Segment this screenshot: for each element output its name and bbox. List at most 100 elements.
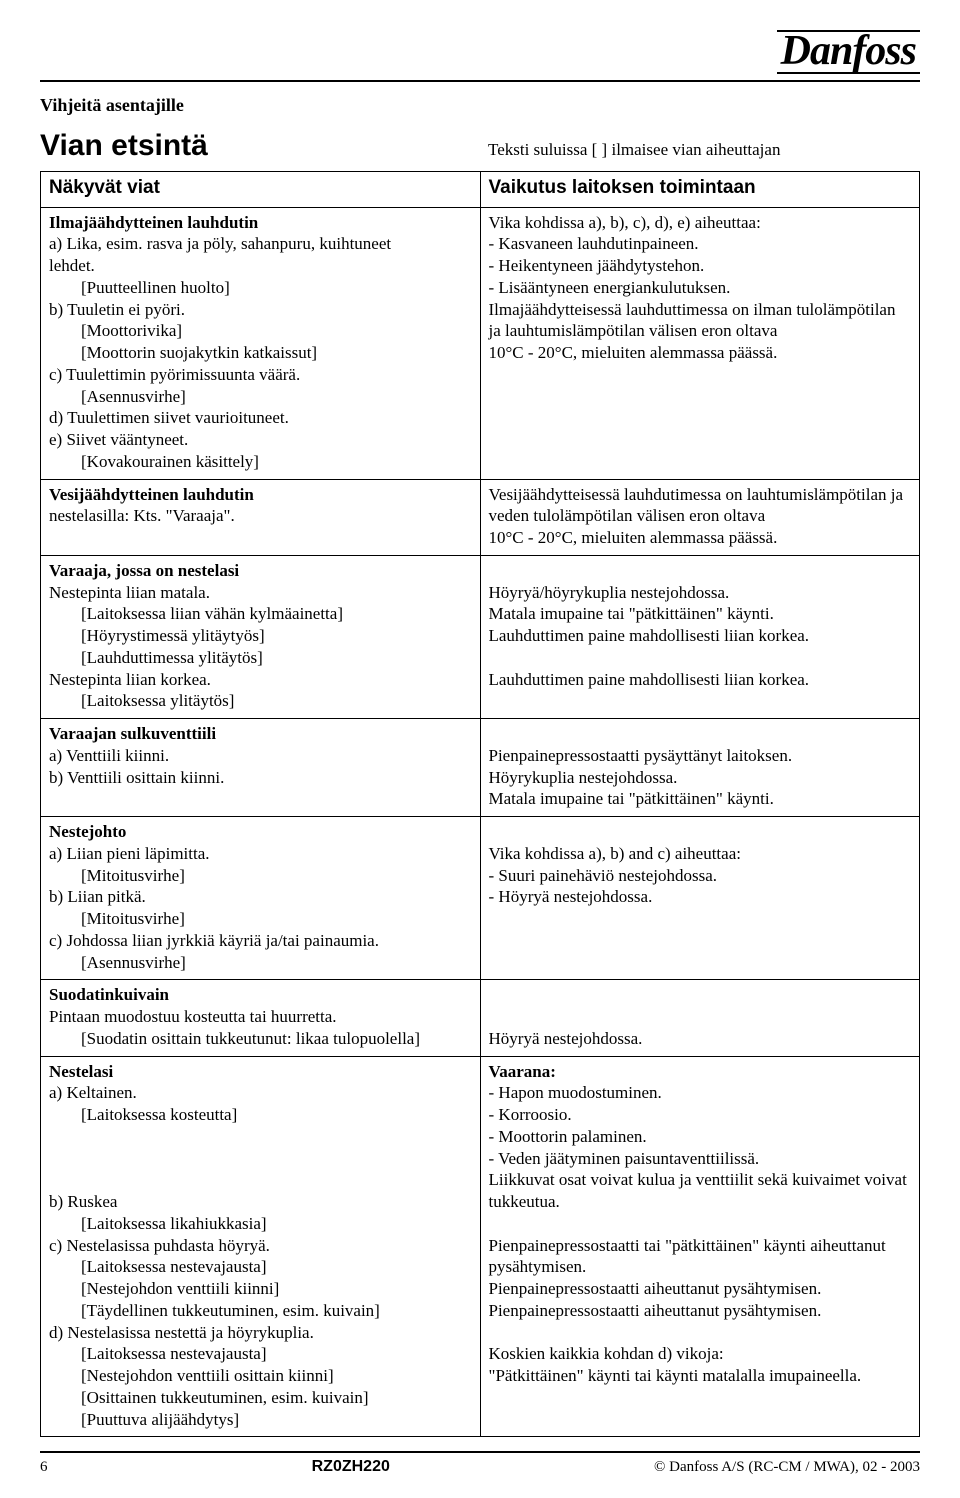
- text-line: [Laitoksessa kosteutta]: [49, 1104, 472, 1126]
- cell-left: Nestejohtoa) Liian pieni läpimitta.[Mito…: [41, 817, 481, 980]
- text-line: [Mitoitusvirhe]: [49, 908, 472, 930]
- text-line: Höyrykuplia nestejohdossa.: [489, 767, 912, 789]
- table-row: Nestejohtoa) Liian pieni läpimitta.[Mito…: [41, 817, 920, 980]
- text-line: Matala imupaine tai "pätkittäinen" käynt…: [489, 603, 912, 625]
- cell-left: Nestelasia) Keltainen.[Laitoksessa koste…: [41, 1056, 481, 1437]
- text-line: [489, 821, 912, 843]
- table-row: Nestelasia) Keltainen.[Laitoksessa koste…: [41, 1056, 920, 1437]
- text-line: lehdet.: [49, 255, 472, 277]
- text-line: Pienpainepressostaatti aiheuttanut pysäh…: [489, 1278, 912, 1300]
- text-line: Nestepinta liian matala.: [49, 582, 472, 604]
- text-line: - Lisääntyneen energiankulutuksen.: [489, 277, 912, 299]
- column-header-right: Vaikutus laitoksen toimintaan: [480, 172, 920, 207]
- text-line: [Laitoksessa liian vähän kylmäainetta]: [49, 603, 472, 625]
- text-line: Pienpainepressostaatti pysäyttänyt laito…: [489, 745, 912, 767]
- table-row: SuodatinkuivainPintaan muodostuu kosteut…: [41, 980, 920, 1056]
- column-header-left: Näkyvät viat: [41, 172, 481, 207]
- text-line: b) Ruskea: [49, 1191, 472, 1213]
- text-line: "Pätkittäinen" käynti tai käynti matalal…: [489, 1365, 912, 1387]
- text-line: [Nestejohdon venttiili kiinni]: [49, 1278, 472, 1300]
- text-line: Liikkuvat osat voivat kulua ja venttiili…: [489, 1169, 912, 1213]
- brand-logo: Danfoss: [777, 30, 920, 74]
- text-line: [489, 1322, 912, 1344]
- text-line: [489, 723, 912, 745]
- text-line: [Laitoksessa nestevajausta]: [49, 1256, 472, 1278]
- text-line: [489, 984, 912, 1006]
- text-line: [Nestejohdon venttiili osittain kiinni]: [49, 1365, 472, 1387]
- text-line: b) Liian pitkä.: [49, 886, 472, 908]
- text-line: [Mitoitusvirhe]: [49, 865, 472, 887]
- text-line: Vika kohdissa a), b), c), d), e) aiheutt…: [489, 212, 912, 234]
- text-line: [Moottorin suojakytkin katkaissut]: [49, 342, 472, 364]
- text-line: d) Tuulettimen siivet vaurioituneet.: [49, 407, 472, 429]
- text-line: b) Venttiili osittain kiinni.: [49, 767, 472, 789]
- text-line: [49, 1148, 472, 1170]
- text-line: b) Tuuletin ei pyöri.: [49, 299, 472, 321]
- text-line: Höyryä nestejohdossa.: [489, 1028, 912, 1050]
- section-heading: Suodatinkuivain: [49, 984, 472, 1006]
- text-line: [Moottorivika]: [49, 320, 472, 342]
- text-line: - Hapon muodostuminen.: [489, 1082, 912, 1104]
- cell-right: Höyryä nestejohdossa.: [480, 980, 920, 1056]
- cell-right: Vika kohdissa a), b), c), d), e) aiheutt…: [480, 207, 920, 479]
- cell-right: Vika kohdissa a), b) and c) aiheuttaa:- …: [480, 817, 920, 980]
- cell-right: Vesijäähdytteisessä lauhdutimessa on lau…: [480, 479, 920, 555]
- text-line: d) Nestelasissa nestettä ja höyrykuplia.: [49, 1322, 472, 1344]
- text-line: Lauhduttimen paine mahdollisesti liian k…: [489, 625, 912, 647]
- text-line: [Laitoksessa ylitäytös]: [49, 690, 472, 712]
- text-line: - Moottorin palaminen.: [489, 1126, 912, 1148]
- text-line: - Korroosio.: [489, 1104, 912, 1126]
- text-line: [Suodatin osittain tukkeutunut: likaa tu…: [49, 1028, 472, 1050]
- copyright: © Danfoss A/S (RC-CM / MWA), 02 - 2003: [654, 1458, 920, 1477]
- text-line: Koskien kaikkia kohdan d) vikoja:: [489, 1343, 912, 1365]
- text-line: 10°C - 20°C, mieluiten alemmassa päässä.: [489, 527, 912, 549]
- text-line: Vika kohdissa a), b) and c) aiheuttaa:: [489, 843, 912, 865]
- text-line: nestelasilla: Kts. "Varaaja".: [49, 505, 472, 527]
- text-line: [Laitoksessa likahiukkasia]: [49, 1213, 472, 1235]
- text-line: [489, 1213, 912, 1235]
- text-line: [Puutteellinen huolto]: [49, 277, 472, 299]
- cell-left: Vesijäähdytteinen lauhdutinnestelasilla:…: [41, 479, 481, 555]
- table-row: Varaajan sulkuventtiilia) Venttiili kiin…: [41, 719, 920, 817]
- section-heading: Vesijäähdytteinen lauhdutin: [49, 484, 472, 506]
- pretitle: Vihjeitä asentajille: [40, 94, 920, 117]
- cell-right: Vaarana:- Hapon muodostuminen.- Korroosi…: [480, 1056, 920, 1437]
- text-line: [Osittainen tukkeutuminen, esim. kuivain…: [49, 1387, 472, 1409]
- text-line: Pienpainepressostaatti aiheuttanut pysäh…: [489, 1300, 912, 1322]
- cell-left: Ilmajäähdytteinen lauhdutina) Lika, esim…: [41, 207, 481, 479]
- text-line: [Höyrystimessä ylitäytyös]: [49, 625, 472, 647]
- text-line: - Heikentyneen jäähdytystehon.: [489, 255, 912, 277]
- text-line: [Puuttuva alijäähdytys]: [49, 1409, 472, 1431]
- section-heading: Ilmajäähdytteinen lauhdutin: [49, 212, 472, 234]
- faults-table: Näkyvät viatVaikutus laitoksen toimintaa…: [40, 171, 920, 1437]
- cell-left: Varaajan sulkuventtiilia) Venttiili kiin…: [41, 719, 481, 817]
- text-line: c) Nestelasissa puhdasta höyryä.: [49, 1235, 472, 1257]
- cell-left: SuodatinkuivainPintaan muodostuu kosteut…: [41, 980, 481, 1056]
- section-heading: Varaajan sulkuventtiili: [49, 723, 472, 745]
- text-line: - Suuri painehäviö nestejohdossa.: [489, 865, 912, 887]
- text-line: - Höyryä nestejohdossa.: [489, 886, 912, 908]
- text-line: - Veden jäätyminen paisuntaventtiilissä.: [489, 1148, 912, 1170]
- text-line: [Täydellinen tukkeutuminen, esim. kuivai…: [49, 1300, 472, 1322]
- text-line: [489, 1006, 912, 1028]
- doc-code: RZ0ZH220: [312, 1457, 390, 1477]
- text-line: e) Siivet vääntyneet.: [49, 429, 472, 451]
- cell-left: Varaaja, jossa on nestelasiNestepinta li…: [41, 555, 481, 718]
- page-number: 6: [40, 1458, 48, 1477]
- text-line: [Asennusvirhe]: [49, 952, 472, 974]
- bracket-note: Teksti suluissa [ ] ilmaisee vian aiheut…: [488, 139, 920, 161]
- text-line: [Lauhduttimessa ylitäytös]: [49, 647, 472, 669]
- section-heading: Varaaja, jossa on nestelasi: [49, 560, 472, 582]
- text-line: [Asennusvirhe]: [49, 386, 472, 408]
- bottom-rule: [40, 1451, 920, 1453]
- text-line: Ilmajäähdytteisessä lauhduttimessa on il…: [489, 299, 912, 343]
- text-line: a) Lika, esim. rasva ja pöly, sahanpuru,…: [49, 233, 472, 255]
- cell-right: Höyryä/höyrykuplia nestejohdossa.Matala …: [480, 555, 920, 718]
- text-line: Matala imupaine tai "pätkittäinen" käynt…: [489, 788, 912, 810]
- text-line: a) Venttiili kiinni.: [49, 745, 472, 767]
- text-line: a) Keltainen.: [49, 1082, 472, 1104]
- text-line: c) Tuulettimin pyörimissuunta väärä.: [49, 364, 472, 386]
- text-line: Pintaan muodostuu kosteutta tai huurrett…: [49, 1006, 472, 1028]
- table-row: Varaaja, jossa on nestelasiNestepinta li…: [41, 555, 920, 718]
- section-heading: Nestejohto: [49, 821, 472, 843]
